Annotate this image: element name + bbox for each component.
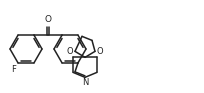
Text: O: O (66, 47, 73, 56)
Text: N: N (82, 78, 88, 87)
Text: F: F (12, 65, 16, 74)
Text: O: O (44, 15, 51, 24)
Text: O: O (96, 47, 103, 56)
